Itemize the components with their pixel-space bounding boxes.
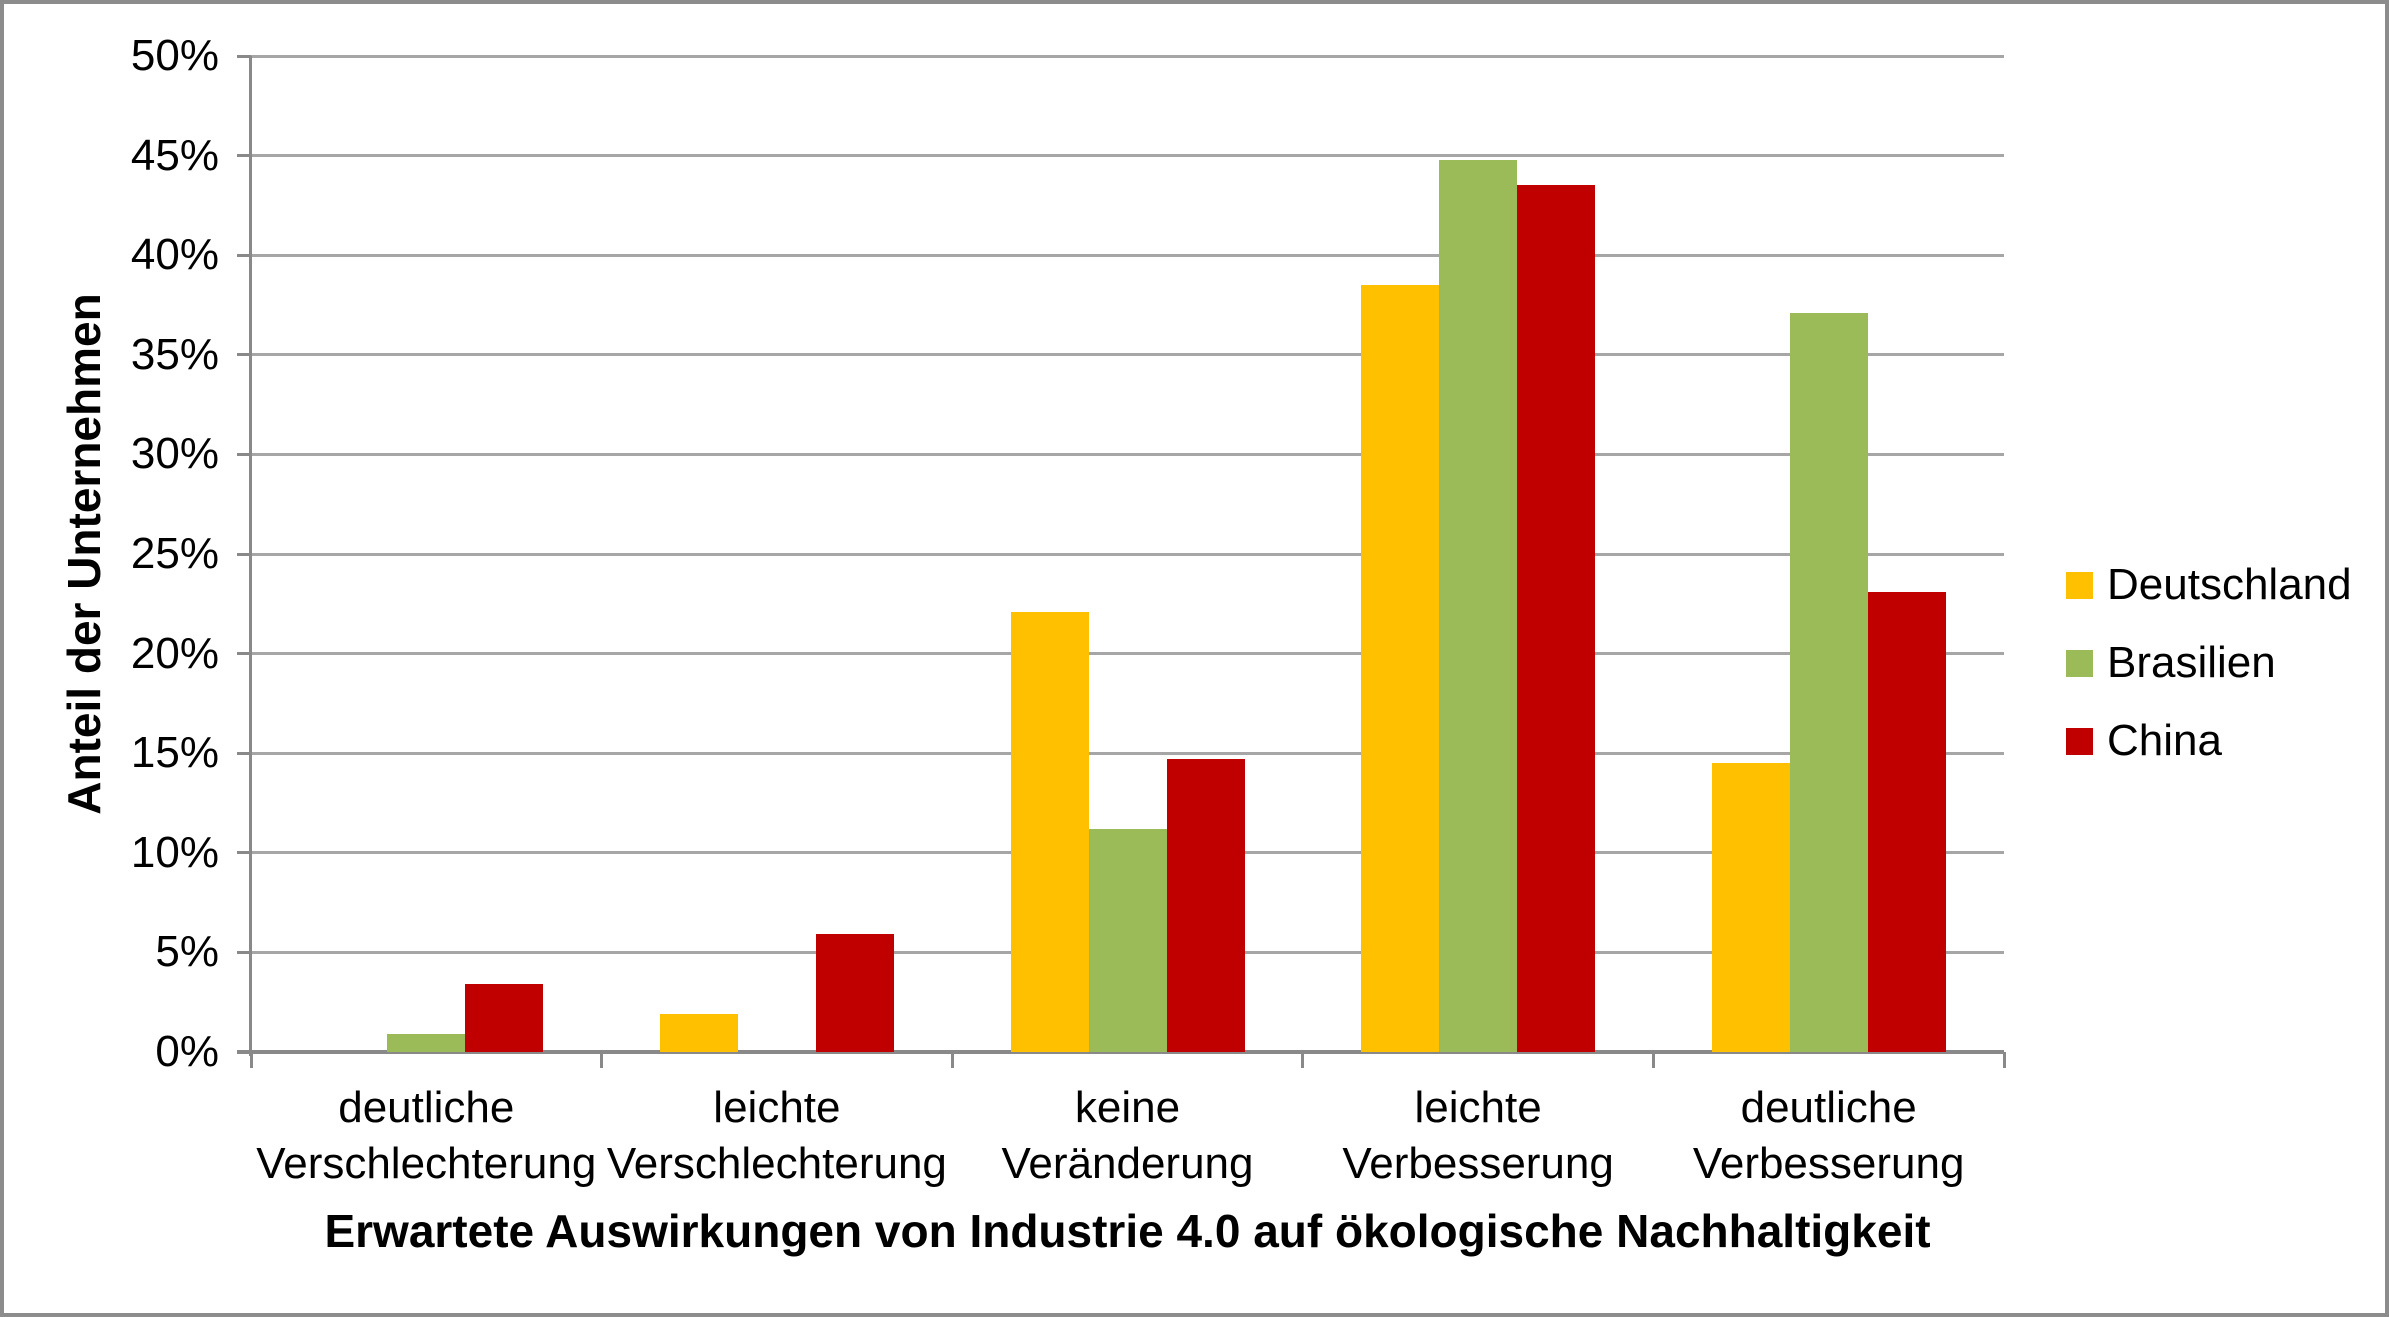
y-axis-tick <box>237 552 251 556</box>
legend-label: China <box>2107 716 2222 765</box>
bar-deutschland-1 <box>659 1014 738 1052</box>
bar-brasilien-0 <box>387 1034 466 1052</box>
legend-item-brasilien: Brasilien <box>2066 638 2276 688</box>
gridline <box>251 154 2004 158</box>
legend-swatch-brasilien <box>2066 649 2093 677</box>
x-axis-tick <box>1301 1052 1305 1068</box>
x-category-label: deutliche Verschlechterung <box>256 1083 597 1188</box>
y-tick-label: 20% <box>130 628 219 678</box>
bar-china-0 <box>465 984 544 1052</box>
y-axis-line <box>249 56 252 1056</box>
y-tick-label: 45% <box>130 130 219 180</box>
x-axis-line <box>237 1050 2004 1054</box>
legend-swatch-china <box>2066 727 2093 755</box>
y-tick-label: 30% <box>130 429 219 479</box>
bar-deutschland-2 <box>1010 611 1089 1052</box>
y-axis-tick <box>237 950 251 954</box>
x-category-label: deutliche Verbesserung <box>1692 1083 1965 1188</box>
y-axis-tick <box>237 353 251 357</box>
legend-item-deutschland: Deutschland <box>2066 560 2352 610</box>
y-axis-tick <box>237 253 251 257</box>
x-category-label: leichte Verbesserung <box>1342 1083 1614 1188</box>
y-tick-label: 5% <box>155 927 219 977</box>
legend-label: Brasilien <box>2107 638 2276 687</box>
bar-brasilien-3 <box>1439 159 1518 1052</box>
bar-china-2 <box>1166 759 1245 1052</box>
y-axis-tick <box>237 154 251 158</box>
bar-china-4 <box>1867 591 1946 1052</box>
legend-label: Deutschland <box>2107 560 2352 609</box>
y-tick-label: 0% <box>155 1027 219 1076</box>
bar-brasilien-4 <box>1789 312 1868 1052</box>
x-axis-tick <box>950 1052 954 1068</box>
gridline <box>251 353 2004 357</box>
x-axis-tick <box>600 1052 604 1068</box>
y-tick-label: 50% <box>130 31 219 80</box>
x-category-label: leichte Verschlechterung <box>606 1083 947 1188</box>
gridline <box>251 253 2004 257</box>
y-axis-tick <box>237 851 251 855</box>
legend-swatch-deutschland <box>2066 571 2093 599</box>
bar-deutschland-3 <box>1361 285 1440 1052</box>
x-category-label: keine Veränderung <box>1001 1083 1254 1188</box>
gridline <box>251 452 2004 456</box>
y-tick-label: 40% <box>130 230 219 280</box>
y-tick-label: 25% <box>130 529 219 578</box>
bar-brasilien-2 <box>1088 828 1167 1052</box>
gridline <box>251 552 2004 556</box>
gridline <box>251 751 2004 755</box>
x-axis-tick <box>2002 1052 2006 1068</box>
x-axis-tick <box>1651 1052 1655 1068</box>
y-tick-label: 15% <box>130 728 219 778</box>
bar-china-1 <box>815 934 894 1052</box>
y-axis-tick <box>237 652 251 656</box>
y-axis-tick <box>237 452 251 456</box>
gridline <box>251 652 2004 656</box>
x-axis-tick <box>249 1052 253 1068</box>
y-axis-tick <box>237 54 251 58</box>
y-tick-label: 10% <box>130 827 219 877</box>
y-tick-label: 35% <box>130 329 219 379</box>
bar-deutschland-4 <box>1711 763 1790 1052</box>
y-axis-tick <box>237 751 251 755</box>
legend-item-china: China <box>2066 716 2222 766</box>
x-axis-title: Erwartete Auswirkungen von Industrie 4.0… <box>324 1205 1931 1257</box>
bar-china-3 <box>1517 185 1596 1052</box>
gridline <box>251 54 2004 58</box>
